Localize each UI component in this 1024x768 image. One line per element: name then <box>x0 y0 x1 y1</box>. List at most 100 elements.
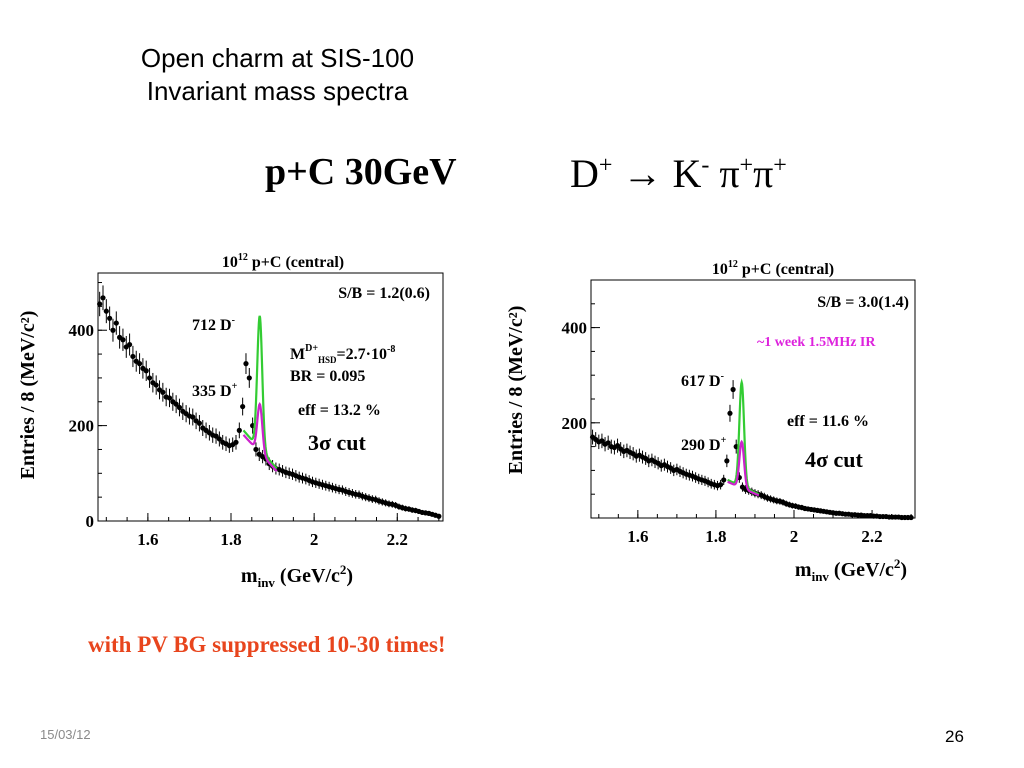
data-point <box>253 442 259 457</box>
x-tick-label: 2 <box>790 527 799 546</box>
x-tick-label: 2.2 <box>387 530 408 549</box>
data-point <box>113 311 119 335</box>
left-y-axis-label: Entries / 8 (MeV/c²) <box>17 311 39 480</box>
data-point <box>236 422 242 439</box>
data-point <box>630 447 636 461</box>
data-point <box>230 437 236 452</box>
title-line-1: Open charm at SIS-100 <box>140 43 415 73</box>
slide-date: 15/03/12 <box>40 727 91 742</box>
left-signal-fit-curve <box>242 402 278 472</box>
right-eff-label: eff = 11.6 % <box>787 413 869 430</box>
right-peak-signal-label: 290 D+ <box>681 435 727 454</box>
decay-k: K <box>672 151 702 196</box>
data-point <box>730 380 736 399</box>
y-tick-label: 400 <box>69 321 95 340</box>
data-point <box>103 299 109 324</box>
data-point <box>908 514 914 521</box>
data-point <box>146 368 153 388</box>
page-number: 26 <box>945 727 964 746</box>
left-mass-spectrum-chart: 1012 p+C (central) 1.6 1.8 2 2.2 0 200 400 S/B… <box>17 252 444 590</box>
data-point <box>160 382 166 402</box>
y-tick-label: 200 <box>562 414 588 433</box>
data-point <box>721 474 727 486</box>
left-eff-label: eff = 13.2 % <box>298 402 381 419</box>
right-chart-title: 1012 p+C (central) <box>712 259 834 278</box>
data-point <box>196 415 203 432</box>
data-point <box>136 353 143 375</box>
x-tick-label: 2.2 <box>861 527 882 546</box>
right-plot-frame <box>590 279 916 519</box>
data-point <box>166 388 173 408</box>
decay-pi-2-charge: + <box>773 152 787 179</box>
data-point <box>183 405 189 423</box>
left-mass-label: MD+HSD=2.7·10-8 <box>290 343 395 365</box>
data-point <box>140 358 146 379</box>
data-point <box>243 353 249 375</box>
x-tick-label: 2 <box>310 530 319 549</box>
x-tick-label: 1.6 <box>627 527 648 546</box>
data-point <box>246 368 252 388</box>
left-peak-total-label: 712 D- <box>192 315 235 334</box>
right-mass-spectrum-chart: 1012 p+C (central) 1.6 1.8 2 2.2 200 400 S/B … <box>505 259 916 584</box>
data-point <box>724 454 730 468</box>
decay-pi-1: π <box>719 151 740 196</box>
left-total-fit-curve <box>242 315 278 470</box>
data-point <box>100 285 106 311</box>
right-data-points <box>589 380 914 521</box>
data-point <box>133 350 139 372</box>
decay-pi-1-charge: + <box>739 152 754 179</box>
left-data-points <box>97 285 442 519</box>
data-point <box>110 318 116 342</box>
right-axis-ticks: 1.6 1.8 2 2.2 200 400 <box>562 303 912 546</box>
data-point <box>153 375 159 395</box>
y-tick-label: 0 <box>86 512 95 531</box>
data-point <box>130 345 136 368</box>
data-point <box>120 328 126 351</box>
data-point <box>117 326 123 349</box>
data-point <box>180 402 186 420</box>
left-sb-ratio: S/B = 1.2(0.6) <box>338 285 430 302</box>
footnote: with PV BG suppressed 10-30 times! <box>88 632 446 657</box>
data-point <box>107 306 113 331</box>
right-signal-fit-curve <box>727 439 760 497</box>
data-point <box>203 422 209 439</box>
left-x-axis-label: minv (GeV/c2) <box>241 562 353 590</box>
data-point <box>436 513 442 519</box>
decay-k-charge: - <box>701 152 710 179</box>
data-point <box>216 431 222 447</box>
reaction-label: p+C 30GeV <box>265 151 457 193</box>
data-point <box>173 395 179 414</box>
data-point <box>126 333 133 356</box>
data-point <box>176 398 183 417</box>
left-peak-signal-label: 335 D+ <box>192 381 238 400</box>
slide-title: Open charm at SIS-100 Invariant mass spe… <box>0 42 555 108</box>
data-point <box>213 428 219 444</box>
decay-d-charge: + <box>598 152 613 179</box>
left-axis-ticks: 1.6 1.8 2 2.2 0 200 400 <box>69 282 440 549</box>
y-tick-label: 400 <box>562 319 588 338</box>
data-point <box>233 434 239 450</box>
data-point <box>605 435 611 450</box>
right-sb-ratio: S/B = 3.0(1.4) <box>817 294 909 311</box>
data-point <box>718 479 724 490</box>
decay-pi-2: π <box>753 151 774 196</box>
right-cut-label: 4σ cut <box>805 447 863 472</box>
x-tick-label: 1.8 <box>705 527 726 546</box>
right-ir-label: ~1 week 1.5MHz IR <box>757 335 876 350</box>
data-point <box>599 433 605 449</box>
data-point <box>727 404 733 422</box>
decay-d: D <box>570 151 599 196</box>
data-point <box>190 408 196 426</box>
data-point <box>240 397 246 416</box>
data-point <box>206 424 212 441</box>
left-plot-frame <box>97 272 444 522</box>
arrow-icon: → <box>622 151 663 196</box>
left-chart-title: 1012 p+C (central) <box>222 252 344 271</box>
data-point <box>143 360 149 381</box>
decay-channel: D+ → K- π+π+ <box>570 150 787 197</box>
right-peak-total-label: 617 D- <box>681 371 724 390</box>
right-y-axis-label: Entries / 8 (MeV/c²) <box>505 306 527 475</box>
data-point <box>593 432 599 447</box>
x-tick-label: 1.6 <box>137 530 158 549</box>
data-point <box>614 438 621 453</box>
